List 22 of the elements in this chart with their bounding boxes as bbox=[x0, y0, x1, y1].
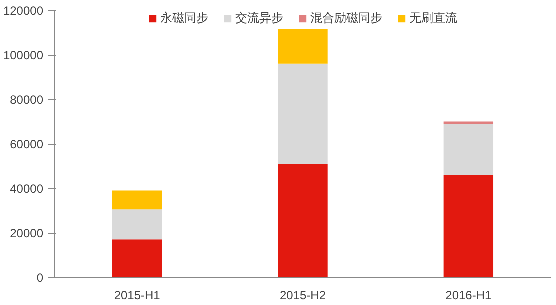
y-tick-label: 20000 bbox=[10, 226, 44, 240]
y-tick-label: 100000 bbox=[3, 48, 44, 62]
y-tick-label: 60000 bbox=[10, 138, 44, 152]
x-tick-label: 2015-H1 bbox=[114, 288, 161, 302]
bar bbox=[112, 240, 162, 278]
bar bbox=[112, 190, 162, 210]
y-tick-label: 120000 bbox=[3, 4, 44, 18]
x-tick-label: 2015-H2 bbox=[280, 288, 326, 302]
bar bbox=[444, 124, 494, 176]
y-tick-label: 40000 bbox=[10, 182, 44, 196]
legend-label: 混合励磁同步 bbox=[310, 10, 382, 27]
bar bbox=[444, 175, 494, 278]
bar bbox=[278, 164, 328, 278]
legend-label: 交流异步 bbox=[236, 10, 284, 27]
legend-label: 永磁同步 bbox=[160, 10, 208, 27]
bar bbox=[112, 210, 162, 240]
bar bbox=[278, 64, 328, 164]
legend-label: 无刷直流 bbox=[410, 10, 458, 27]
bar bbox=[278, 29, 328, 64]
x-tick-label: 2016-H1 bbox=[446, 288, 492, 302]
y-tick-label: 80000 bbox=[10, 93, 44, 107]
y-tick-label: 0 bbox=[36, 271, 44, 285]
